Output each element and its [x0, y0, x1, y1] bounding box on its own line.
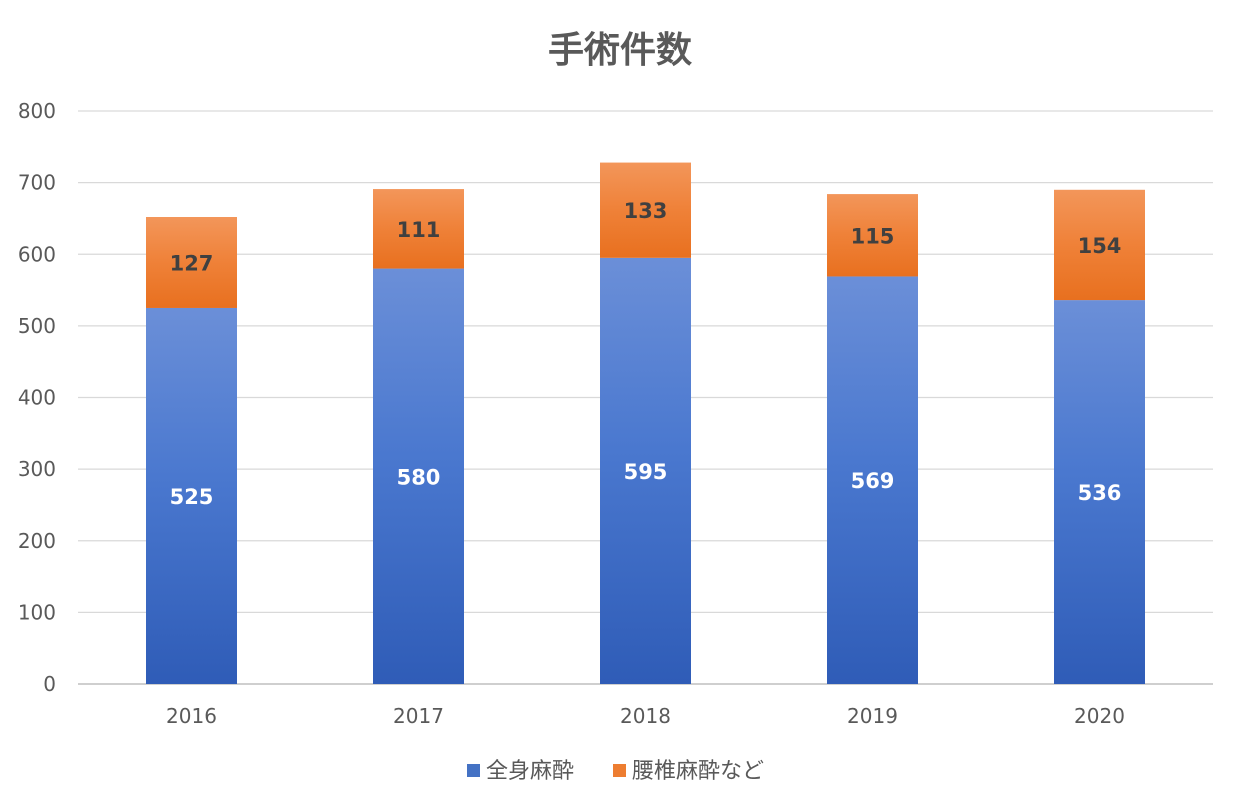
bar-segment-2017-0 — [373, 268, 464, 684]
bar-segment-2020-1 — [1054, 189, 1145, 301]
bar-segment-2017-1 — [373, 189, 464, 269]
x-tick-label: 2017 — [393, 704, 444, 728]
data-label: 133 — [624, 199, 668, 223]
data-label: 536 — [1078, 481, 1122, 505]
bar-segment-2020-0 — [1054, 300, 1145, 684]
legend-label: 全身麻酔 — [486, 759, 574, 784]
x-tick-label: 2019 — [847, 704, 898, 728]
x-tick-label: 2016 — [166, 704, 217, 728]
x-tick-label: 2020 — [1074, 704, 1125, 728]
y-tick-label: 200 — [18, 529, 56, 553]
bar-segment-2018-1 — [600, 162, 691, 258]
data-label: 569 — [851, 469, 895, 493]
data-label: 525 — [170, 485, 214, 509]
y-tick-label: 100 — [18, 600, 56, 624]
y-tick-label: 500 — [18, 314, 56, 338]
y-tick-label: 300 — [18, 457, 56, 481]
data-label: 115 — [851, 224, 895, 248]
y-tick-label: 0 — [43, 672, 56, 696]
bars — [146, 162, 1145, 684]
legend-label: 腰椎麻酔など — [632, 759, 764, 784]
x-axis-ticks: 2016 2017 2018 2019 2020 — [166, 704, 1125, 728]
x-tick-label: 2018 — [620, 704, 671, 728]
y-axis-ticks: 0 100 200 300 400 500 600 700 800 — [18, 99, 56, 696]
legend: 全身麻酔 腰椎麻酔など — [467, 759, 764, 784]
bar-segment-2016-0 — [146, 307, 237, 684]
data-label: 154 — [1078, 234, 1122, 258]
y-tick-label: 800 — [18, 99, 56, 123]
chart-title: 手術件数 — [548, 30, 692, 71]
bar-segment-2019-0 — [827, 276, 918, 684]
data-label: 595 — [624, 460, 668, 484]
y-tick-label: 600 — [18, 242, 56, 266]
bar-segment-2019-1 — [827, 194, 918, 277]
y-tick-label: 400 — [18, 386, 56, 410]
bar-segment-2016-1 — [146, 217, 237, 308]
legend-swatch — [613, 764, 626, 777]
data-label: 127 — [170, 251, 214, 275]
data-label: 111 — [397, 218, 441, 242]
data-labels: 525 127 580 111 595 133 569 115 536 154 — [170, 199, 1122, 509]
bar-segment-2018-0 — [600, 257, 691, 684]
y-tick-label: 700 — [18, 171, 56, 195]
data-label: 580 — [397, 465, 441, 489]
legend-swatch — [467, 764, 480, 777]
